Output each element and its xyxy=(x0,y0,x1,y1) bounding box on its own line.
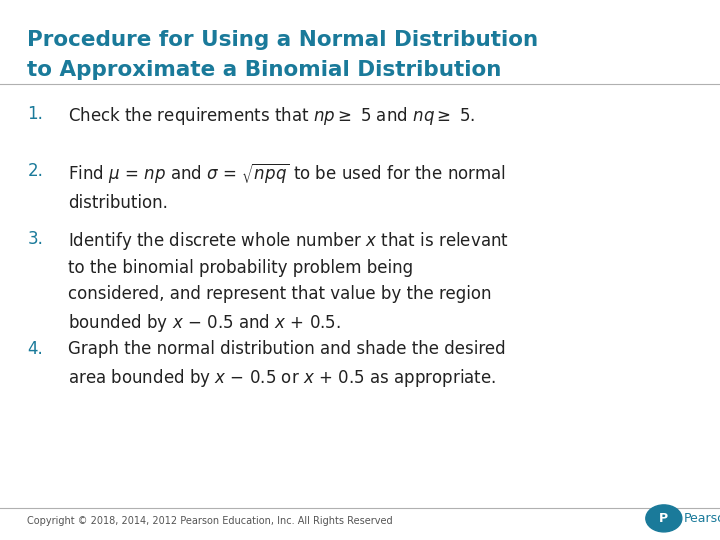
Text: 2.: 2. xyxy=(27,162,43,180)
Text: Identify the discrete whole number $x$ that is relevant
to the binomial probabil: Identify the discrete whole number $x$ t… xyxy=(68,230,509,334)
Text: Find $\mu$ = $np$ and $\sigma$ = $\sqrt{npq}$ to be used for the normal
distribu: Find $\mu$ = $np$ and $\sigma$ = $\sqrt{… xyxy=(68,162,506,212)
Text: 1.: 1. xyxy=(27,105,43,123)
Text: P: P xyxy=(660,512,668,525)
Circle shape xyxy=(646,505,682,532)
Text: 4.: 4. xyxy=(27,340,43,358)
Text: Copyright © 2018, 2014, 2012 Pearson Education, Inc. All Rights Reserved: Copyright © 2018, 2014, 2012 Pearson Edu… xyxy=(27,516,393,526)
Text: Procedure for Using a Normal Distribution: Procedure for Using a Normal Distributio… xyxy=(27,30,539,50)
Text: Pearson: Pearson xyxy=(684,512,720,525)
Text: Check the requirements that $np \geq$ 5 and $nq \geq$ 5.: Check the requirements that $np \geq$ 5 … xyxy=(68,105,476,127)
Text: Graph the normal distribution and shade the desired
area bounded by $x$ − 0.5 or: Graph the normal distribution and shade … xyxy=(68,340,506,389)
Text: 3.: 3. xyxy=(27,230,43,247)
Text: to Approximate a Binomial Distribution: to Approximate a Binomial Distribution xyxy=(27,60,502,80)
